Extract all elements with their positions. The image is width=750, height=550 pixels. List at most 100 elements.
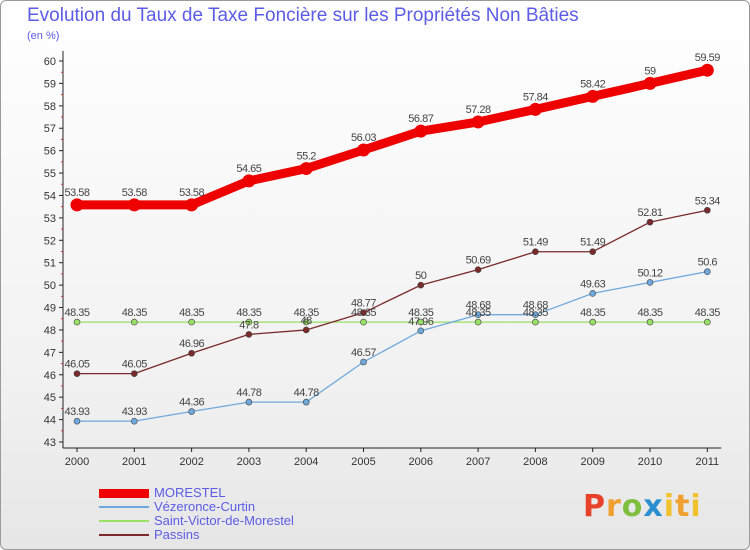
y-tick-label: 60 [44, 56, 56, 68]
x-tick-label: 2005 [351, 456, 375, 468]
data-label: 58.42 [580, 78, 605, 90]
data-label: 48.68 [466, 300, 491, 312]
proxiti-logo: Proxiti [583, 489, 702, 524]
data-label: 48 [301, 315, 313, 327]
data-label: 51.49 [523, 237, 548, 249]
x-tick-label: 2001 [122, 456, 146, 468]
data-label: 46.96 [179, 338, 204, 350]
data-point [646, 318, 654, 326]
data-point [360, 358, 367, 366]
data-label: 54.65 [236, 163, 261, 175]
data-point [73, 318, 81, 326]
data-label: 48.35 [580, 307, 605, 319]
data-point [360, 318, 367, 326]
data-label: 44.78 [294, 387, 319, 399]
x-tick-label: 2002 [179, 456, 203, 468]
data-point [589, 318, 597, 326]
data-point [586, 89, 600, 103]
unit-label: (en %) [27, 30, 60, 42]
data-label: 48.35 [695, 307, 720, 319]
y-tick-label: 57 [44, 123, 56, 135]
data-point [700, 63, 714, 77]
data-label: 53.34 [695, 195, 720, 207]
data-label: 53.58 [64, 187, 89, 199]
series-line [76, 271, 708, 422]
data-point [188, 318, 195, 326]
data-label: 48.35 [236, 307, 261, 319]
data-point [245, 331, 253, 338]
data-label: 48.35 [179, 307, 204, 319]
y-tick-label: 54 [44, 190, 56, 202]
chart-title: Evolution du Taux de Taxe Foncière sur l… [27, 5, 579, 26]
data-label: 44.36 [179, 397, 204, 409]
y-tick-label: 52 [44, 235, 56, 247]
data-point [532, 318, 539, 326]
data-label: 53.58 [179, 187, 204, 199]
x-tick-label: 2007 [466, 456, 490, 468]
data-point [589, 290, 597, 297]
data-point [532, 248, 539, 256]
data-label: 43.93 [122, 406, 147, 418]
y-tick-label: 56 [44, 146, 56, 158]
data-point [360, 309, 367, 316]
legend-item: Vézeronce-Curtin [99, 500, 294, 514]
legend-swatch-passins [99, 534, 149, 536]
data-point [127, 198, 141, 212]
data-label: 57.84 [523, 91, 548, 103]
data-label: 56.87 [408, 113, 433, 125]
legend-swatch-vezeronce [99, 506, 149, 508]
data-label: 48.68 [523, 300, 548, 312]
data-label: 48.35 [351, 307, 376, 319]
y-tick-label: 59 [44, 78, 56, 90]
data-point [703, 206, 711, 214]
y-tick-label: 45 [44, 392, 56, 404]
legend-label: Passins [154, 527, 200, 542]
data-label: 46.05 [64, 359, 89, 371]
x-tick-label: 2011 [695, 456, 719, 468]
data-label: 52.81 [637, 207, 662, 219]
data-label: 57.28 [466, 104, 491, 116]
data-point [188, 408, 195, 415]
data-point [302, 318, 310, 326]
data-label: 48.35 [637, 307, 662, 319]
legend-label: Saint-Victor-de-Morestel [154, 513, 294, 528]
data-label: 46.57 [351, 347, 376, 359]
data-label: 51.49 [580, 237, 605, 249]
data-label: 48.35 [122, 307, 147, 319]
data-point [703, 318, 711, 326]
data-label: 47.96 [408, 316, 433, 328]
data-point [73, 417, 81, 425]
data-point [302, 326, 310, 334]
x-tick-label: 2006 [409, 456, 433, 468]
y-tick-label: 50 [44, 280, 56, 292]
data-point [414, 124, 428, 138]
y-tick-label: 46 [44, 370, 56, 382]
data-point [528, 102, 542, 116]
series-line [76, 209, 708, 375]
legend-label: Vézeronce-Curtin [154, 499, 256, 514]
data-label: 48.77 [351, 298, 376, 310]
data-point [646, 279, 654, 286]
data-point [532, 311, 539, 319]
data-label: 48.35 [523, 307, 548, 319]
x-tick-label: 2000 [65, 456, 89, 468]
y-tick-label: 55 [44, 168, 56, 180]
x-tick-label: 2009 [580, 456, 604, 468]
y-tick-label: 58 [44, 101, 56, 113]
data-point [185, 198, 199, 212]
data-point [474, 318, 482, 326]
legend: MORESTEL Vézeronce-Curtin Saint-Victor-d… [99, 486, 294, 542]
data-label: 48.35 [64, 307, 89, 319]
data-label: 50 [415, 270, 427, 282]
y-tick-label: 48 [44, 325, 56, 337]
data-point [131, 417, 138, 425]
data-point [245, 398, 253, 406]
data-point [242, 174, 256, 188]
data-point [417, 318, 425, 326]
data-label: 50.69 [466, 255, 491, 267]
data-label: 44.78 [236, 387, 261, 399]
data-label: 43.93 [64, 406, 89, 418]
legend-item: Saint-Victor-de-Morestel [99, 514, 294, 528]
